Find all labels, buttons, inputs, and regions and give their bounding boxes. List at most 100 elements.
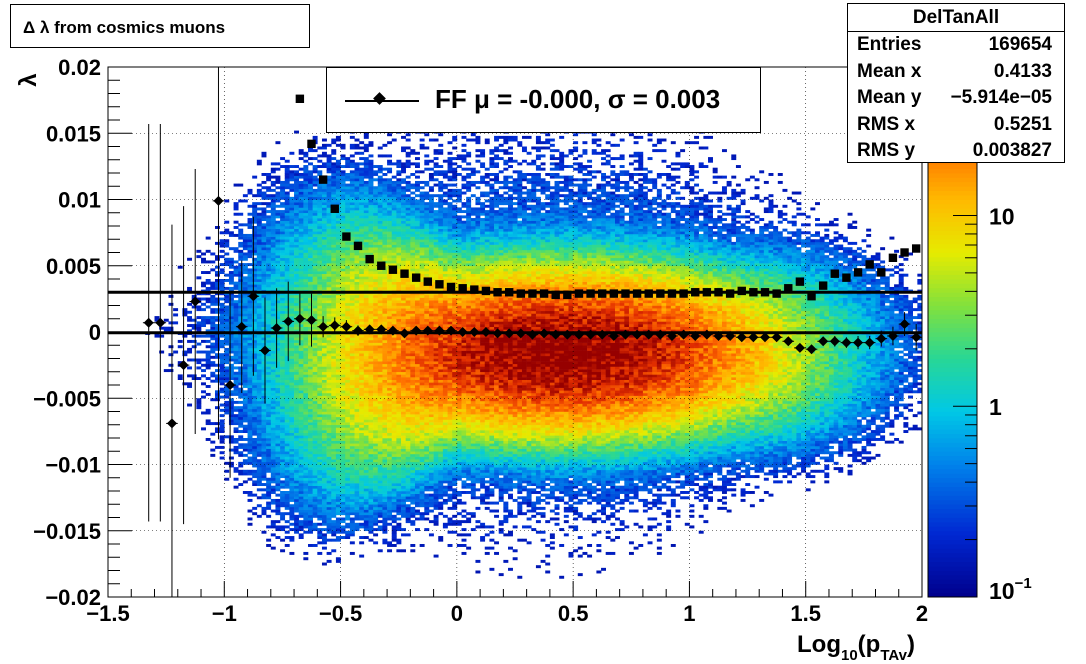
heatmap-bin <box>331 228 337 232</box>
heatmap-bin <box>335 464 341 468</box>
heatmap-bin <box>294 448 300 452</box>
heatmap-bin <box>270 268 276 272</box>
heatmap-bin <box>280 385 286 388</box>
heatmap-bin <box>298 339 304 343</box>
heatmap-bin <box>233 445 239 449</box>
heatmap-bin <box>321 215 327 219</box>
heatmap-bin <box>326 361 332 365</box>
heatmap-bin <box>233 326 239 330</box>
heatmap-bin <box>312 281 318 285</box>
heatmap-bin <box>294 506 300 510</box>
heatmap-bin <box>266 379 272 383</box>
heatmap-bin <box>266 353 272 357</box>
heatmap-bin <box>303 363 309 367</box>
heatmap-bin <box>326 435 332 439</box>
heatmap-bin <box>312 498 318 502</box>
heatmap-bin <box>280 342 286 346</box>
heatmap-bin <box>335 326 341 330</box>
heatmap-bin <box>387 273 393 277</box>
heatmap-bin <box>308 218 313 221</box>
heatmap-bin <box>373 411 379 415</box>
heatmap-bin <box>196 255 202 259</box>
heatmap-bin <box>275 358 281 362</box>
heatmap-bin <box>377 297 383 301</box>
heatmap-bin <box>275 215 281 219</box>
heatmap-bin <box>298 430 304 433</box>
heatmap-bin <box>303 183 309 187</box>
heatmap-bin <box>326 202 332 206</box>
heatmap-bin <box>214 339 220 343</box>
heatmap-bin <box>349 358 355 362</box>
heatmap-bin <box>289 522 295 526</box>
heatmap-bin <box>373 297 379 301</box>
heatmap-bin <box>298 151 304 155</box>
heatmap-bin <box>340 477 346 481</box>
heatmap-bin <box>238 366 244 370</box>
heatmap-bin <box>270 358 276 362</box>
heatmap-bin <box>284 191 290 195</box>
heatmap-bin <box>340 286 346 290</box>
heatmap-bin <box>363 186 369 190</box>
heatmap-bin <box>252 443 258 447</box>
heatmap-bin <box>359 178 365 182</box>
heatmap-bin <box>317 188 323 192</box>
heatmap-bin <box>340 483 346 486</box>
heatmap-bin <box>173 313 179 317</box>
heatmap-bin <box>266 424 272 428</box>
heatmap-bin <box>294 361 300 365</box>
heatmap-bin <box>359 385 365 388</box>
heatmap-bin <box>312 506 318 510</box>
heatmap-bin <box>289 252 295 256</box>
heatmap-bin <box>363 522 369 526</box>
heatmap-bin <box>391 231 397 235</box>
heatmap-bin <box>331 525 337 529</box>
heatmap-bin <box>266 483 272 486</box>
heatmap-bin <box>289 223 295 227</box>
heatmap-bin <box>326 472 332 476</box>
heatmap-bin <box>382 377 388 380</box>
heatmap-bin <box>294 173 300 176</box>
heatmap-bin <box>294 255 300 259</box>
heatmap-bin <box>321 244 327 248</box>
heatmap-bin <box>308 324 313 327</box>
heatmap-bin <box>345 477 351 481</box>
heatmap-bin <box>331 438 337 441</box>
heatmap-bin <box>326 422 332 426</box>
heatmap-bin <box>391 477 397 481</box>
heatmap-bin <box>377 345 383 349</box>
heatmap-bin <box>321 371 327 375</box>
heatmap-bin <box>289 355 295 359</box>
heatmap-bin <box>312 300 318 304</box>
heatmap-bin <box>205 350 211 354</box>
heatmap-bin <box>321 228 327 232</box>
heatmap-bin <box>340 400 346 404</box>
heatmap-bin <box>326 286 332 290</box>
heatmap-bin <box>275 361 281 365</box>
heatmap-bin <box>368 520 374 524</box>
heatmap-bin <box>280 308 286 312</box>
heatmap-bin <box>201 297 206 301</box>
heatmap-bin <box>377 392 383 396</box>
heatmap-bin <box>247 443 253 447</box>
heatmap-bin <box>289 512 295 516</box>
heatmap-bin <box>177 345 183 349</box>
heatmap-bin <box>266 514 272 518</box>
heatmap-bin <box>233 339 239 343</box>
heatmap-bin <box>233 361 239 365</box>
heatmap-bin <box>284 392 290 396</box>
heatmap-bin <box>321 321 327 325</box>
heatmap-bin <box>331 165 337 168</box>
heatmap-bin <box>340 345 346 349</box>
heatmap-bin <box>326 239 332 243</box>
heatmap-bin <box>340 438 346 441</box>
heatmap-bin <box>345 387 351 391</box>
heatmap-bin <box>335 173 341 176</box>
heatmap-bin <box>359 353 365 357</box>
heatmap-bin <box>270 226 276 229</box>
heatmap-bin <box>340 260 346 264</box>
heatmap-bin <box>214 300 220 304</box>
heatmap-bin <box>345 392 351 396</box>
heatmap-bin <box>312 226 318 229</box>
heatmap-bin <box>289 485 295 489</box>
heatmap-bin <box>359 141 365 145</box>
